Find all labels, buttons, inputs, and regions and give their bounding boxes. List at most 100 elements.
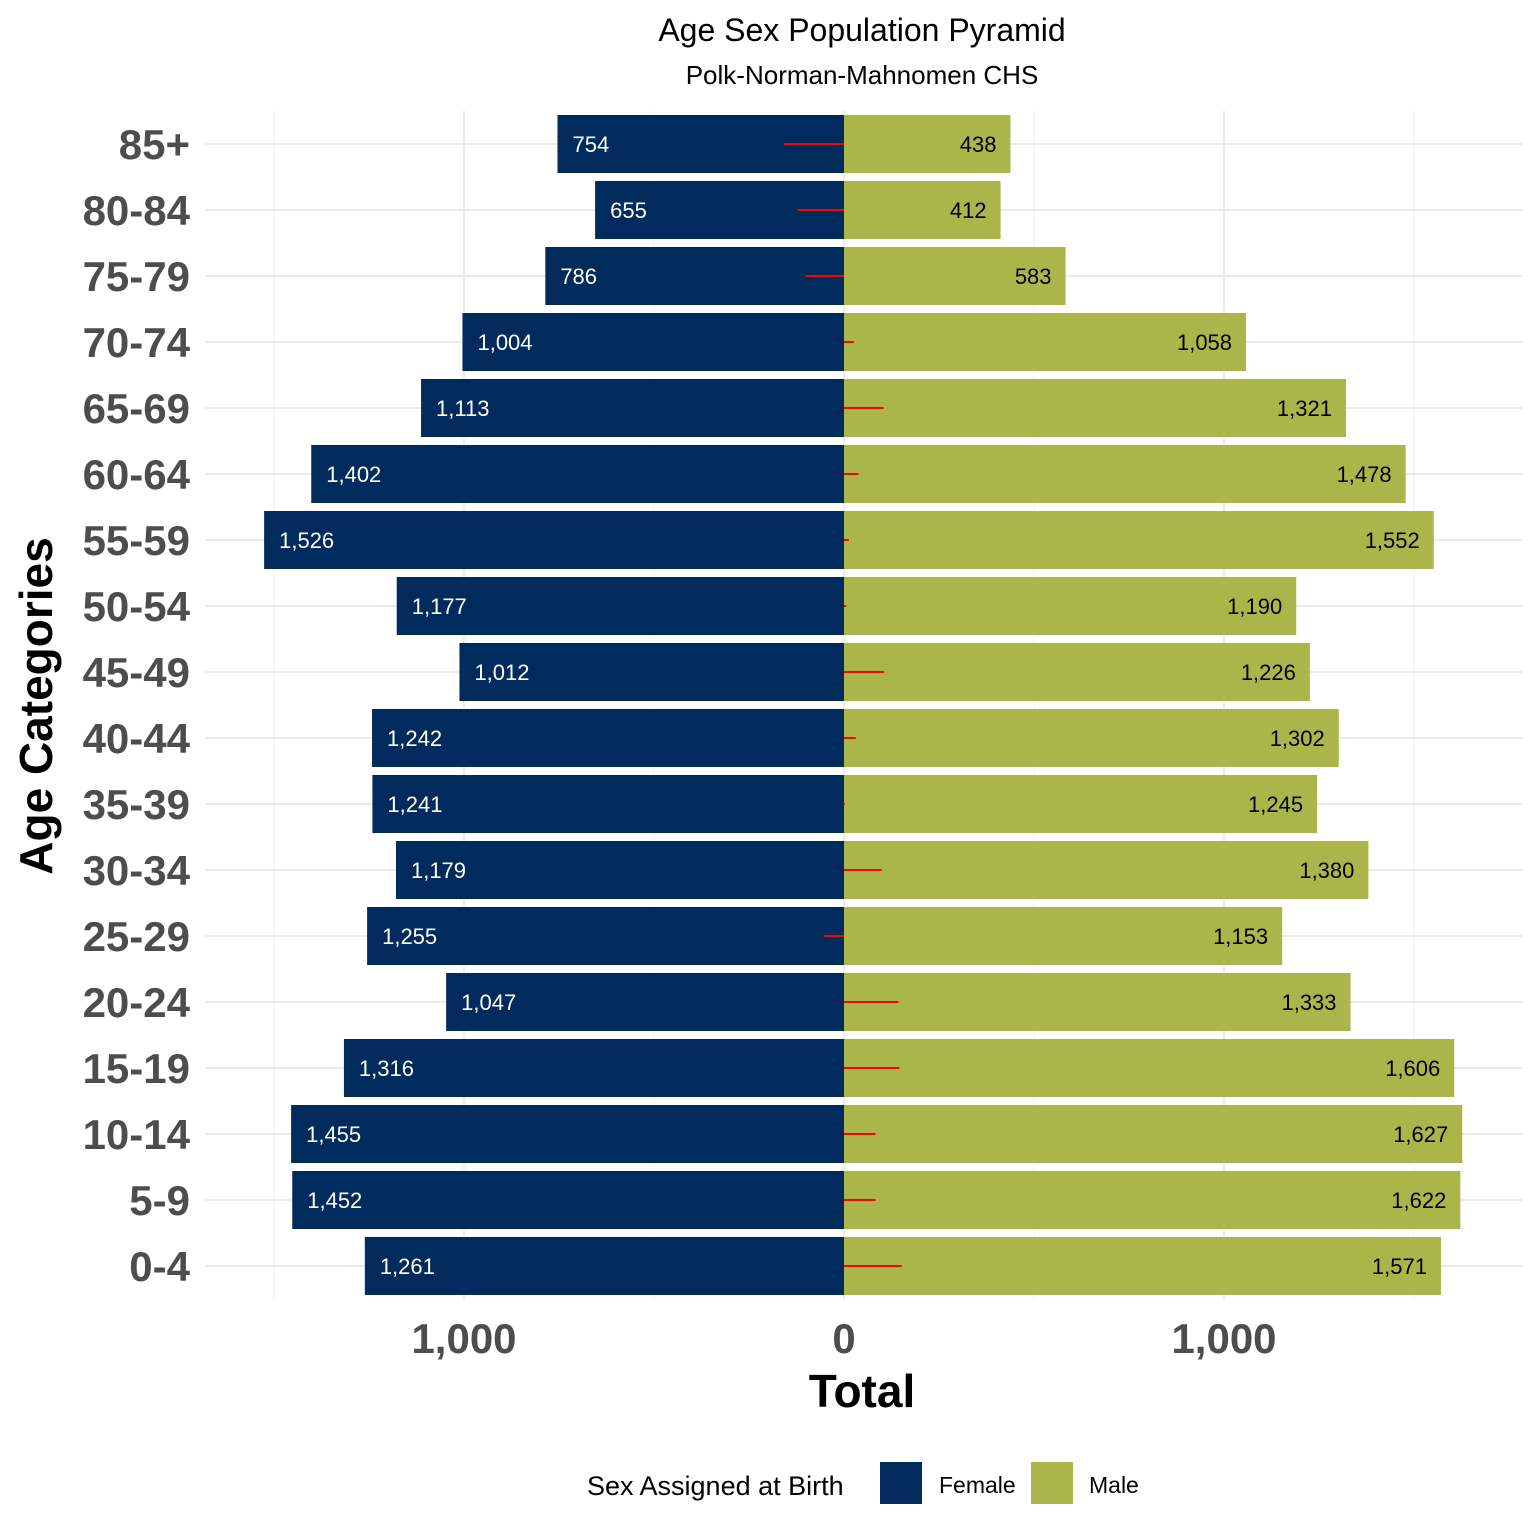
bar-female xyxy=(421,379,844,437)
bar-female xyxy=(291,1105,845,1163)
data-label-male: 1,058 xyxy=(1177,330,1232,355)
y-tick-label: 85+ xyxy=(119,121,190,168)
bar-male xyxy=(844,1105,1463,1163)
bar-male xyxy=(844,841,1369,899)
bar-male xyxy=(844,379,1346,437)
data-label-female: 1,526 xyxy=(279,528,334,553)
data-label-male: 1,571 xyxy=(1372,1254,1427,1279)
y-tick-label: 10-14 xyxy=(83,1111,191,1158)
y-tick-label: 25-29 xyxy=(83,913,190,960)
bar-female xyxy=(264,511,844,569)
bar-female xyxy=(396,577,844,635)
bar-male xyxy=(844,1237,1441,1295)
y-tick-label: 55-59 xyxy=(83,517,190,564)
data-label-female: 1,047 xyxy=(461,990,516,1015)
bar-male xyxy=(844,973,1351,1031)
bar-male xyxy=(844,1171,1461,1229)
bar-female xyxy=(459,643,844,701)
bar-female xyxy=(462,313,844,371)
y-tick-label: 80-84 xyxy=(83,187,191,234)
data-label-female: 1,452 xyxy=(307,1188,362,1213)
data-label-female: 754 xyxy=(572,132,609,157)
data-label-male: 583 xyxy=(1015,264,1052,289)
data-label-male: 1,478 xyxy=(1337,462,1392,487)
legend-swatch-female xyxy=(880,1462,922,1504)
y-tick-label: 60-64 xyxy=(83,451,191,498)
y-axis-ticks: 85+ 80-84 75-79 70-74 65-69 60-64 55-59 50-54 45… xyxy=(83,121,191,1290)
x-tick-label: 0 xyxy=(832,1315,855,1362)
data-label-male: 412 xyxy=(950,198,987,223)
bar-male xyxy=(844,181,1001,239)
bar-male xyxy=(844,445,1406,503)
bar-female xyxy=(364,1237,844,1295)
bar-male xyxy=(844,247,1066,305)
bar-female xyxy=(367,907,844,965)
bar-female xyxy=(446,973,844,1031)
bar-male xyxy=(844,775,1318,833)
data-label-female: 1,242 xyxy=(387,726,442,751)
data-label-female: 1,012 xyxy=(474,660,529,685)
y-tick-label: 30-34 xyxy=(83,847,191,894)
data-label-male: 1,622 xyxy=(1391,1188,1446,1213)
bar-male xyxy=(844,115,1011,173)
bars xyxy=(264,115,1463,1295)
data-label-male: 1,190 xyxy=(1227,594,1282,619)
data-label-male: 1,627 xyxy=(1393,1122,1448,1147)
y-tick-label: 45-49 xyxy=(83,649,190,696)
data-label-male: 1,552 xyxy=(1365,528,1420,553)
bar-male xyxy=(844,1039,1455,1097)
x-tick-label: 1,000 xyxy=(1171,1315,1276,1362)
y-tick-label: 20-24 xyxy=(83,979,191,1026)
y-tick-label: 50-54 xyxy=(83,583,191,630)
bar-male xyxy=(844,577,1297,635)
data-label-male: 1,606 xyxy=(1385,1056,1440,1081)
bar-male xyxy=(844,313,1247,371)
data-label-female: 655 xyxy=(610,198,647,223)
y-tick-label: 0-4 xyxy=(129,1243,190,1290)
legend-label-male: Male xyxy=(1089,1472,1139,1498)
difference-lines xyxy=(783,143,902,1267)
bar-male xyxy=(844,709,1339,767)
data-label-female: 1,177 xyxy=(412,594,467,619)
legend: Sex Assigned at Birth Female Male xyxy=(587,1462,1139,1504)
y-tick-label: 75-79 xyxy=(83,253,190,300)
y-tick-label: 15-19 xyxy=(83,1045,190,1092)
data-label-female: 1,255 xyxy=(382,924,437,949)
data-label-male: 1,245 xyxy=(1248,792,1303,817)
data-label-female: 1,455 xyxy=(306,1122,361,1147)
y-tick-label: 65-69 xyxy=(83,385,190,432)
legend-title: Sex Assigned at Birth xyxy=(587,1471,844,1501)
bar-female xyxy=(343,1039,844,1097)
data-label-female: 1,113 xyxy=(436,396,489,421)
bar-female xyxy=(545,247,844,305)
bar-female xyxy=(395,841,844,899)
bar-male xyxy=(844,907,1283,965)
data-label-male: 1,302 xyxy=(1270,726,1325,751)
x-axis-title: Total xyxy=(809,1365,915,1417)
data-label-female: 1,241 xyxy=(387,792,442,817)
bar-male xyxy=(844,511,1434,569)
bar-female xyxy=(292,1171,844,1229)
data-label-female: 1,004 xyxy=(477,330,532,355)
y-tick-label: 40-44 xyxy=(83,715,191,762)
data-label-male: 1,153 xyxy=(1213,924,1268,949)
bar-male xyxy=(844,643,1310,701)
bar-female xyxy=(311,445,844,503)
data-label-female: 1,179 xyxy=(411,858,466,883)
chart-subtitle: Polk-Norman-Mahnomen CHS xyxy=(686,60,1039,90)
y-tick-label: 70-74 xyxy=(83,319,191,366)
data-label-female: 1,261 xyxy=(380,1254,435,1279)
bar-labels: 754 438 655 412 786 583 1,004 1,058 1,113 1,321 1,… xyxy=(279,132,1448,1279)
data-label-male: 438 xyxy=(960,132,997,157)
data-label-male: 1,380 xyxy=(1299,858,1354,883)
y-tick-label: 35-39 xyxy=(83,781,190,828)
data-label-male: 1,321 xyxy=(1277,396,1332,421)
bar-female xyxy=(372,775,844,833)
y-tick-label: 5-9 xyxy=(129,1177,190,1224)
data-label-female: 786 xyxy=(560,264,597,289)
bar-female xyxy=(372,709,844,767)
legend-label-female: Female xyxy=(939,1472,1016,1498)
x-axis-ticks: 1,000 0 1,000 xyxy=(411,1315,1276,1362)
y-axis-title: Age Categories xyxy=(10,537,62,874)
